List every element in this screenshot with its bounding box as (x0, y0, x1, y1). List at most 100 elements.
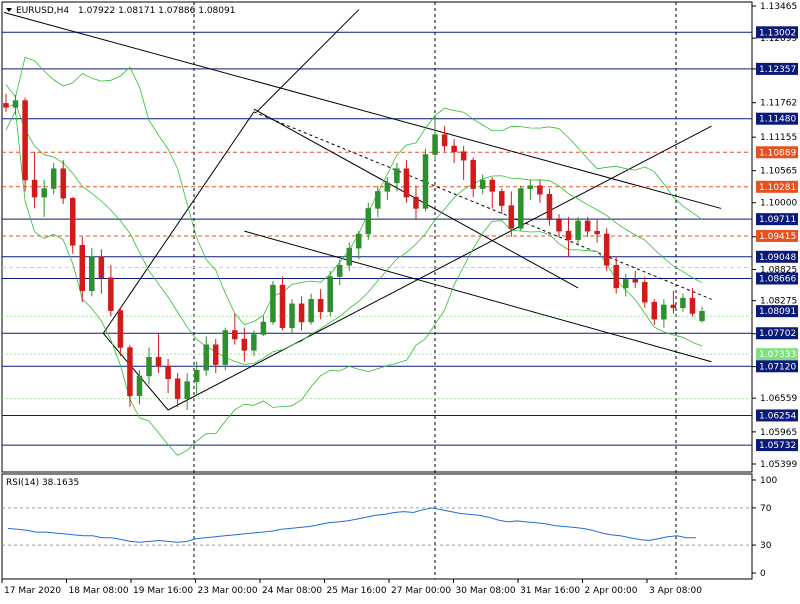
price-tick-label: 1.11762 (760, 99, 797, 109)
candle-body (661, 304, 667, 320)
candle-body (146, 356, 152, 377)
candle-body (622, 279, 629, 289)
candle-body (489, 179, 495, 192)
rsi-tick-label: 100 (760, 476, 777, 486)
price-marker-box (756, 112, 798, 125)
candle-body (518, 188, 524, 229)
trend-line (102, 333, 169, 411)
candle-body (365, 208, 372, 235)
candle-body (651, 301, 658, 320)
candle-body (289, 303, 295, 328)
candle-body (460, 151, 467, 161)
price-marker-box (756, 146, 798, 159)
trend-line (167, 125, 712, 411)
candle-body (642, 281, 648, 303)
candle-body (174, 378, 181, 399)
candle-body (394, 168, 400, 184)
price-marker-box (756, 360, 798, 373)
price-marker-label: 1.09415 (759, 232, 796, 242)
candle-body (279, 284, 286, 328)
price-marker-box (756, 229, 798, 242)
dropdown-arrow-icon (6, 8, 12, 12)
time-tick-label: 2 Apr 00:00 (585, 586, 638, 596)
time-tick-label: 19 Mar 16:00 (133, 586, 193, 596)
price-tick-label: 1.08825 (760, 265, 797, 275)
price-marker-label: 1.13002 (759, 28, 796, 38)
rsi-label: RSI(14) 38.1635 (6, 478, 79, 488)
candle-body (155, 356, 162, 367)
candle-body (241, 338, 248, 351)
candle-body (31, 179, 38, 198)
candle-body (346, 247, 352, 266)
time-tick-label: 25 Mar 16:00 (327, 586, 387, 596)
candle-body (327, 276, 333, 313)
candle-body (499, 191, 505, 206)
candle-body (403, 168, 410, 198)
candle-body (69, 197, 76, 246)
price-tick-label: 1.06559 (760, 394, 797, 404)
candle-body (98, 256, 105, 278)
candle-body (565, 230, 572, 240)
price-marker-label: 1.09048 (759, 253, 796, 263)
candle-body (336, 264, 343, 277)
candle-body (670, 304, 677, 309)
time-tick-label: 24 Mar 08:00 (262, 586, 322, 596)
time-tick-label: 23 Mar 00:00 (198, 586, 258, 596)
rsi-tick-label: 70 (760, 504, 772, 514)
candle-body (432, 134, 438, 155)
candle-body (575, 220, 581, 240)
candle-body (441, 134, 448, 147)
band-middle (5, 103, 703, 365)
rsi-pane-frame (1, 473, 753, 580)
price-marker-box (756, 272, 798, 285)
candle-body (527, 185, 534, 189)
time-tick-label: 31 Mar 16:00 (520, 586, 580, 596)
candle-body (184, 381, 190, 399)
candle-body (375, 191, 381, 209)
price-marker-label: 1.10281 (759, 183, 796, 193)
price-tick-label: 1.12899 (760, 34, 797, 44)
rsi-line (7, 507, 696, 543)
candle-body (79, 245, 86, 292)
candle-body (203, 344, 209, 371)
price-marker-box (756, 26, 798, 39)
candle-body (384, 182, 391, 192)
price-marker-box (756, 250, 798, 263)
candle-body (603, 233, 610, 266)
band-lower (5, 109, 703, 456)
candle-body (680, 297, 686, 309)
candle-body (356, 233, 362, 249)
price-marker-box (756, 439, 798, 452)
candle-body (451, 145, 457, 152)
candle-body (89, 256, 95, 292)
candle-body (470, 159, 476, 189)
candle-body (556, 219, 562, 232)
candle-body (260, 321, 267, 335)
ohlc-readout: 1.07922 1.08171 1.07886 1.08091 (78, 6, 235, 16)
symbol-label: EURUSD,H4 (16, 6, 69, 16)
main-pane-frame (1, 1, 753, 473)
candle-body (136, 375, 143, 397)
candle-body (232, 330, 238, 340)
price-marker-box (756, 327, 798, 340)
price-tick-label: 1.13465 (760, 2, 797, 12)
candle-body (41, 188, 47, 198)
trend-line (244, 230, 712, 363)
candle-body (270, 284, 276, 323)
candle-body (127, 347, 133, 397)
candle-body (308, 299, 314, 323)
price-marker-label: 1.08091 (759, 307, 796, 317)
price-marker-label: 1.07333 (759, 350, 796, 360)
trend-line (3, 12, 722, 209)
candle-body (12, 100, 19, 108)
candle-body (251, 334, 257, 351)
candle-body (298, 303, 305, 323)
price-marker-box (756, 180, 798, 193)
candle-body (537, 185, 543, 195)
price-marker-label: 1.08666 (759, 274, 796, 284)
price-marker-box (756, 213, 798, 226)
trend-line (102, 111, 255, 334)
candle-body (213, 344, 219, 365)
